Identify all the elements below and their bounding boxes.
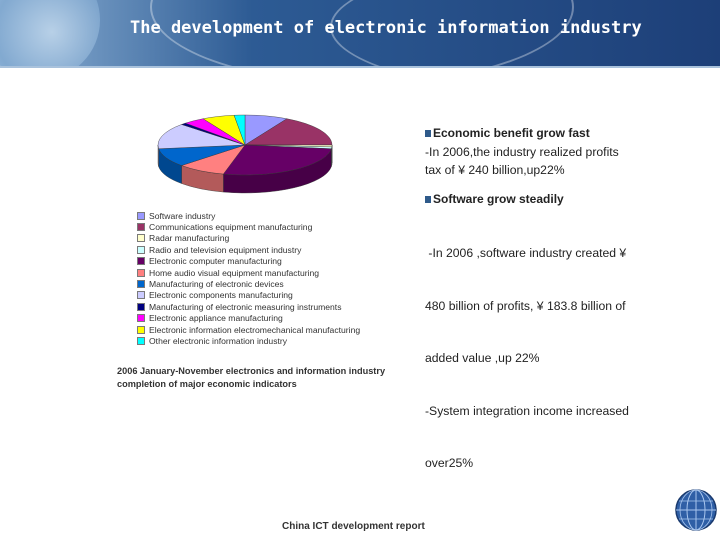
legend-label: Manufacturing of electronic devices xyxy=(149,279,284,290)
legend-swatch xyxy=(137,291,145,300)
body-line: tax of ¥ 240 billion,up22% xyxy=(425,162,565,177)
legend-label: Other electronic information industry xyxy=(149,335,288,346)
legend-swatch xyxy=(137,245,145,254)
legend-item: Electronic appliance manufacturing xyxy=(137,313,360,324)
legend-swatch xyxy=(137,314,145,323)
section-body: -In 2006 ,software industry created ¥ 48… xyxy=(425,210,705,508)
legend-item: Other electronic information industry xyxy=(137,335,360,346)
chart-caption: 2006 January-November electronics and in… xyxy=(117,366,386,389)
square-bullet-icon xyxy=(425,196,431,203)
banner-arc-decoration xyxy=(330,0,720,66)
legend-label: Electronic appliance manufacturing xyxy=(149,313,283,324)
square-bullet-icon xyxy=(425,130,431,137)
pie-chart xyxy=(157,114,333,194)
legend-swatch xyxy=(137,325,145,334)
legend-item: Electronic information electromechanical… xyxy=(137,324,360,335)
legend-swatch xyxy=(137,211,145,220)
body-line: -System integration income increased xyxy=(425,403,629,418)
legend-item: Electronic computer manufacturing xyxy=(137,256,360,267)
banner-globe-decoration xyxy=(0,0,100,66)
body-line: over25% xyxy=(425,456,474,470)
legend-label: Radio and television equipment industry xyxy=(149,244,302,255)
body-line: 480 billion of profits, ¥ 183.8 billion … xyxy=(425,298,626,313)
legend-item: Software industry xyxy=(137,210,360,221)
section-body: -In 2006,the industry realized profits t… xyxy=(425,144,705,179)
pie-slice xyxy=(222,144,332,176)
globe-logo-icon xyxy=(675,489,717,531)
page-title: The development of electronic informatio… xyxy=(130,18,642,38)
legend-label: Home audio visual equipment manufacturin… xyxy=(149,267,320,278)
legend-swatch xyxy=(137,280,145,289)
header-divider xyxy=(0,66,720,68)
legend-item: Radio and television equipment industry xyxy=(137,244,360,255)
section-software-growth: Software grow steadily -In 2006 ,softwar… xyxy=(425,192,705,508)
body-line: -In 2006 ,software industry created ¥ xyxy=(425,246,627,260)
legend-item: Home audio visual equipment manufacturin… xyxy=(137,267,360,278)
legend-swatch xyxy=(137,336,145,345)
footer-source: China ICT development report xyxy=(282,521,425,532)
title-banner: The development of electronic informatio… xyxy=(0,0,720,66)
legend-swatch xyxy=(137,268,145,277)
body-line: added value ,up 22% xyxy=(425,351,540,365)
legend-label: Software industry xyxy=(149,210,216,221)
legend-label: Radar manufacturing xyxy=(149,233,230,244)
legend-label: Electronic information electromechanical… xyxy=(149,324,361,335)
legend-label: Electronic components manufacturing xyxy=(149,290,293,301)
legend-label: Communications equipment manufacturing xyxy=(149,222,313,233)
pie-slice xyxy=(233,114,246,146)
legend-item: Manufacturing of electronic devices xyxy=(137,278,360,289)
legend-item: Radar manufacturing xyxy=(137,233,360,244)
legend-label: Electronic computer manufacturing xyxy=(149,256,282,267)
section-heading: Software grow steadily xyxy=(425,192,705,206)
legend-swatch xyxy=(137,234,145,243)
legend-item: Electronic components manufacturing xyxy=(137,290,360,301)
section-heading: Economic benefit grow fast xyxy=(425,126,705,140)
pie-slice xyxy=(244,118,333,146)
legend-item: Communications equipment manufacturing xyxy=(137,221,360,232)
chart-legend: Software industry Communications equipmen… xyxy=(137,210,360,347)
legend-swatch xyxy=(137,302,145,311)
legend-swatch xyxy=(137,257,145,266)
section-economic-benefit: Economic benefit grow fast -In 2006,the … xyxy=(425,126,705,179)
section-heading-text: Economic benefit grow fast xyxy=(433,126,590,140)
legend-item: Manufacturing of electronic measuring in… xyxy=(137,301,360,312)
legend-swatch xyxy=(137,223,145,232)
body-line: -In 2006,the industry realized profits xyxy=(425,145,619,159)
section-heading-text: Software grow steadily xyxy=(433,192,564,206)
legend-label: Manufacturing of electronic measuring in… xyxy=(149,301,342,312)
pie-slice xyxy=(157,124,246,149)
